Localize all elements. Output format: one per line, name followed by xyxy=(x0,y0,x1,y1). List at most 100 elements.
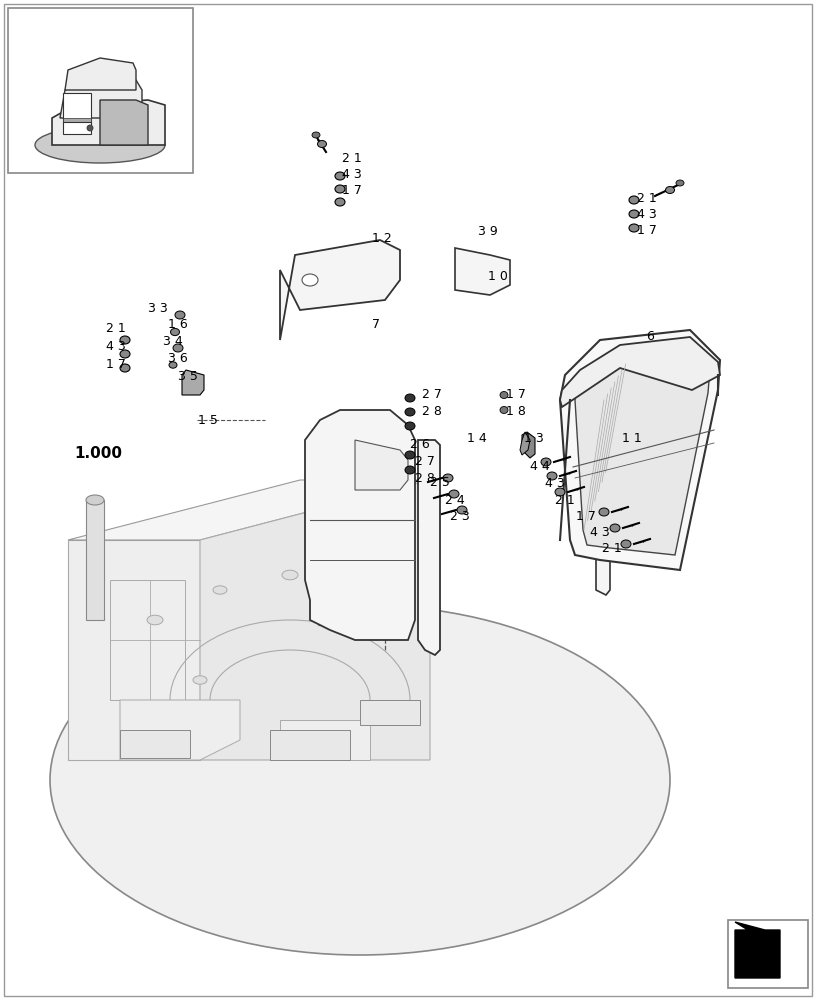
Text: 2 4: 2 4 xyxy=(445,494,465,507)
Ellipse shape xyxy=(169,362,177,368)
Text: 1 7: 1 7 xyxy=(576,510,596,523)
Polygon shape xyxy=(100,100,148,145)
Ellipse shape xyxy=(335,198,345,206)
Text: 2 1: 2 1 xyxy=(555,494,574,507)
Text: 3 9: 3 9 xyxy=(478,225,498,238)
Text: 1 0: 1 0 xyxy=(488,270,508,283)
Polygon shape xyxy=(200,480,430,760)
Polygon shape xyxy=(68,480,430,540)
Ellipse shape xyxy=(449,490,459,498)
Bar xyxy=(728,920,808,988)
Ellipse shape xyxy=(541,458,551,466)
Ellipse shape xyxy=(500,406,508,414)
Text: 4 3: 4 3 xyxy=(637,208,657,221)
Ellipse shape xyxy=(457,506,467,514)
Bar xyxy=(63,93,91,123)
Ellipse shape xyxy=(555,488,565,496)
Text: 2 1: 2 1 xyxy=(637,192,657,205)
Ellipse shape xyxy=(629,196,639,204)
Text: 3 3: 3 3 xyxy=(148,302,168,315)
Polygon shape xyxy=(355,440,408,490)
Text: 1 5: 1 5 xyxy=(198,414,218,427)
Text: 1 7: 1 7 xyxy=(342,184,361,197)
Text: 1 6: 1 6 xyxy=(168,318,188,331)
Text: 1 8: 1 8 xyxy=(506,405,526,418)
Polygon shape xyxy=(305,410,415,640)
Ellipse shape xyxy=(547,472,557,480)
Text: 1 4: 1 4 xyxy=(467,432,487,445)
Polygon shape xyxy=(560,337,720,407)
Ellipse shape xyxy=(405,408,415,416)
Ellipse shape xyxy=(621,540,631,548)
Ellipse shape xyxy=(599,508,609,516)
Ellipse shape xyxy=(35,127,165,163)
Polygon shape xyxy=(596,445,610,595)
Polygon shape xyxy=(182,370,204,395)
Ellipse shape xyxy=(87,125,93,131)
Ellipse shape xyxy=(312,132,320,138)
Polygon shape xyxy=(65,58,136,90)
Text: 2 5: 2 5 xyxy=(430,476,450,489)
Text: 1.000: 1.000 xyxy=(74,446,122,461)
Text: 7: 7 xyxy=(372,318,380,331)
Ellipse shape xyxy=(171,328,180,336)
Bar xyxy=(8,8,193,173)
Text: 1 7: 1 7 xyxy=(106,358,126,371)
Ellipse shape xyxy=(610,524,620,532)
Ellipse shape xyxy=(173,344,183,352)
Polygon shape xyxy=(560,330,720,570)
Ellipse shape xyxy=(443,474,453,482)
Polygon shape xyxy=(520,432,530,455)
Text: 1 7: 1 7 xyxy=(637,224,657,237)
Ellipse shape xyxy=(302,274,318,286)
Ellipse shape xyxy=(500,391,508,398)
Text: 3 6: 3 6 xyxy=(168,352,188,365)
Text: 3 4: 3 4 xyxy=(163,335,183,348)
Text: 1 2: 1 2 xyxy=(372,232,392,245)
Bar xyxy=(318,465,336,625)
Polygon shape xyxy=(60,78,142,118)
Bar xyxy=(63,122,91,134)
Bar xyxy=(86,500,104,620)
Text: 4 3: 4 3 xyxy=(590,526,610,539)
Bar xyxy=(385,490,399,630)
Ellipse shape xyxy=(86,495,104,505)
Polygon shape xyxy=(120,700,240,760)
Ellipse shape xyxy=(120,336,130,344)
Ellipse shape xyxy=(405,422,415,430)
Text: 2 7: 2 7 xyxy=(422,388,442,401)
Bar xyxy=(120,730,190,758)
Polygon shape xyxy=(522,432,535,458)
Text: 1 1: 1 1 xyxy=(622,432,641,445)
Text: 2 6: 2 6 xyxy=(410,438,430,451)
Ellipse shape xyxy=(385,486,399,494)
Text: 2 1: 2 1 xyxy=(602,542,622,555)
Ellipse shape xyxy=(213,586,227,594)
Ellipse shape xyxy=(335,185,345,193)
Polygon shape xyxy=(735,922,780,978)
Ellipse shape xyxy=(318,460,336,470)
Ellipse shape xyxy=(120,350,130,358)
Ellipse shape xyxy=(676,180,684,186)
Ellipse shape xyxy=(175,311,185,319)
Text: 4 4: 4 4 xyxy=(530,460,550,473)
Polygon shape xyxy=(280,240,400,340)
Ellipse shape xyxy=(120,364,130,372)
Ellipse shape xyxy=(666,186,675,194)
Polygon shape xyxy=(418,440,440,655)
Ellipse shape xyxy=(335,172,345,180)
Polygon shape xyxy=(575,344,710,555)
Polygon shape xyxy=(455,248,510,295)
Text: 1 7: 1 7 xyxy=(506,388,526,401)
Ellipse shape xyxy=(193,676,207,684)
Text: 4 3: 4 3 xyxy=(545,477,565,490)
Text: 2 1: 2 1 xyxy=(106,322,126,335)
Text: 4 3: 4 3 xyxy=(106,340,126,353)
Text: 3 5: 3 5 xyxy=(178,370,197,383)
Text: 2 8: 2 8 xyxy=(422,405,442,418)
Text: 2 1: 2 1 xyxy=(342,152,361,165)
Ellipse shape xyxy=(405,394,415,402)
Polygon shape xyxy=(52,100,165,145)
Ellipse shape xyxy=(282,570,298,580)
Text: 4 3: 4 3 xyxy=(342,168,361,181)
